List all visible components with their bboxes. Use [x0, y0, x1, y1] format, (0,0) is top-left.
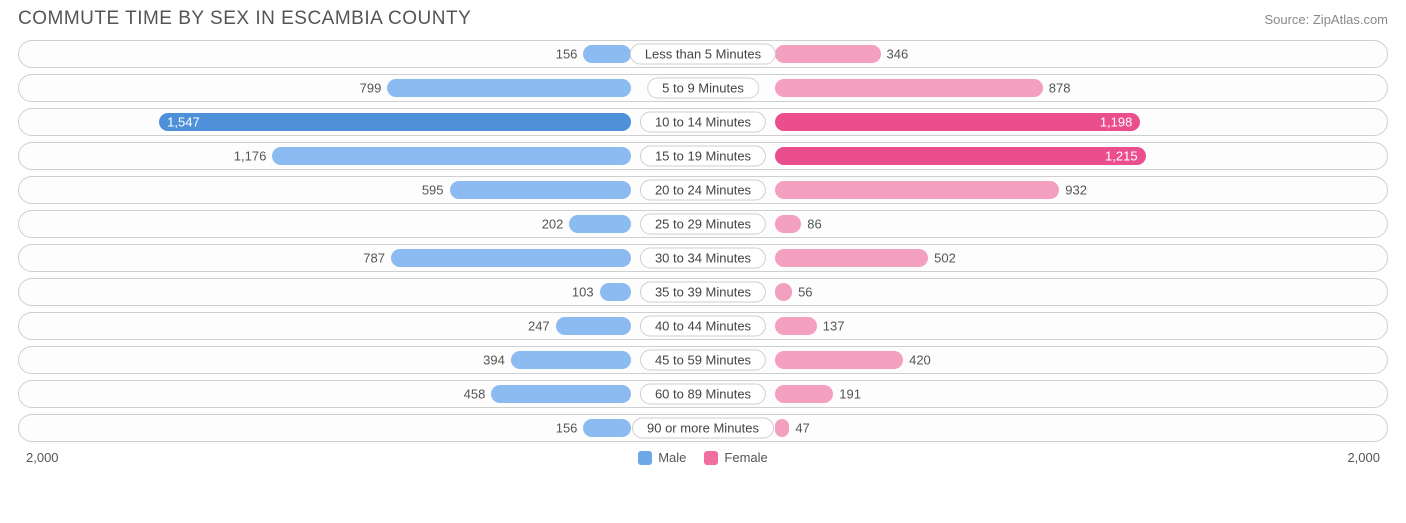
category-label: 40 to 44 Minutes: [640, 316, 766, 337]
value-label-female: 86: [807, 217, 821, 232]
bar-female: [775, 419, 789, 437]
legend-label-male: Male: [658, 450, 686, 465]
category-label: 90 or more Minutes: [632, 418, 774, 439]
bar-male: [583, 45, 631, 63]
axis-right-max: 2,000: [1347, 450, 1380, 465]
legend: Male Female: [638, 450, 768, 465]
bar-male: [511, 351, 631, 369]
value-label-male: 799: [360, 81, 382, 96]
bar-male: [583, 419, 631, 437]
axis-left-max: 2,000: [26, 450, 59, 465]
bar-female: [775, 79, 1043, 97]
chart-row: 1,176 1,215 15 to 19 Minutes: [18, 142, 1388, 170]
value-label-male: 595: [422, 183, 444, 198]
bar-male: [600, 283, 631, 301]
value-label-female: 420: [909, 353, 931, 368]
category-label: 60 to 89 Minutes: [640, 384, 766, 405]
value-label-female: 1,215: [1105, 149, 1138, 164]
chart-row: 202 86 25 to 29 Minutes: [18, 210, 1388, 238]
chart-row: 1,547 1,198 10 to 14 Minutes: [18, 108, 1388, 136]
value-label-male: 156: [556, 47, 578, 62]
bar-female: [775, 45, 881, 63]
bar-male: [450, 181, 631, 199]
value-label-female: 878: [1049, 81, 1071, 96]
bar-female: [775, 147, 1146, 165]
value-label-female: 346: [887, 47, 909, 62]
bar-female: [775, 351, 903, 369]
diverging-bar-chart: 156 346 Less than 5 Minutes 799 878 5 to 9 Mi…: [0, 36, 1406, 442]
legend-swatch-male: [638, 451, 652, 465]
category-label: Less than 5 Minutes: [630, 44, 776, 65]
bar-male: [272, 147, 631, 165]
category-label: 25 to 29 Minutes: [640, 214, 766, 235]
chart-row: 787 502 30 to 34 Minutes: [18, 244, 1388, 272]
bar-female: [775, 249, 928, 267]
chart-row: 595 932 20 to 24 Minutes: [18, 176, 1388, 204]
category-label: 5 to 9 Minutes: [647, 78, 759, 99]
bar-male: [569, 215, 631, 233]
bar-female: [775, 283, 792, 301]
category-label: 15 to 19 Minutes: [640, 146, 766, 167]
bar-female: [775, 113, 1140, 131]
value-label-male: 787: [363, 251, 385, 266]
value-label-male: 1,547: [167, 115, 200, 130]
bar-male: [391, 249, 631, 267]
category-label: 35 to 39 Minutes: [640, 282, 766, 303]
chart-row: 156 47 90 or more Minutes: [18, 414, 1388, 442]
chart-row: 103 56 35 to 39 Minutes: [18, 278, 1388, 306]
bar-female: [775, 215, 801, 233]
category-label: 20 to 24 Minutes: [640, 180, 766, 201]
value-label-female: 932: [1065, 183, 1087, 198]
value-label-female: 191: [839, 387, 861, 402]
chart-row: 799 878 5 to 9 Minutes: [18, 74, 1388, 102]
value-label-female: 137: [823, 319, 845, 334]
legend-item-female: Female: [704, 450, 767, 465]
bar-male: [159, 113, 631, 131]
value-label-female: 1,198: [1100, 115, 1133, 130]
value-label-male: 103: [572, 285, 594, 300]
value-label-male: 394: [483, 353, 505, 368]
bar-female: [775, 385, 833, 403]
category-label: 45 to 59 Minutes: [640, 350, 766, 371]
value-label-female: 47: [795, 421, 809, 436]
chart-footer: 2,000 Male Female 2,000: [0, 448, 1406, 465]
bar-male: [556, 317, 631, 335]
category-label: 30 to 34 Minutes: [640, 248, 766, 269]
bar-male: [387, 79, 631, 97]
value-label-male: 458: [464, 387, 486, 402]
chart-source: Source: ZipAtlas.com: [1264, 12, 1388, 27]
value-label-female: 56: [798, 285, 812, 300]
bar-female: [775, 181, 1059, 199]
legend-item-male: Male: [638, 450, 686, 465]
bar-female: [775, 317, 817, 335]
bar-male: [491, 385, 631, 403]
chart-header: COMMUTE TIME BY SEX IN ESCAMBIA COUNTY S…: [0, 0, 1406, 36]
value-label-male: 1,176: [234, 149, 267, 164]
value-label-male: 202: [542, 217, 564, 232]
legend-label-female: Female: [724, 450, 767, 465]
value-label-male: 156: [556, 421, 578, 436]
category-label: 10 to 14 Minutes: [640, 112, 766, 133]
chart-row: 394 420 45 to 59 Minutes: [18, 346, 1388, 374]
value-label-female: 502: [934, 251, 956, 266]
chart-row: 156 346 Less than 5 Minutes: [18, 40, 1388, 68]
legend-swatch-female: [704, 451, 718, 465]
chart-title: COMMUTE TIME BY SEX IN ESCAMBIA COUNTY: [18, 8, 471, 30]
value-label-male: 247: [528, 319, 550, 334]
chart-row: 247 137 40 to 44 Minutes: [18, 312, 1388, 340]
chart-row: 458 191 60 to 89 Minutes: [18, 380, 1388, 408]
